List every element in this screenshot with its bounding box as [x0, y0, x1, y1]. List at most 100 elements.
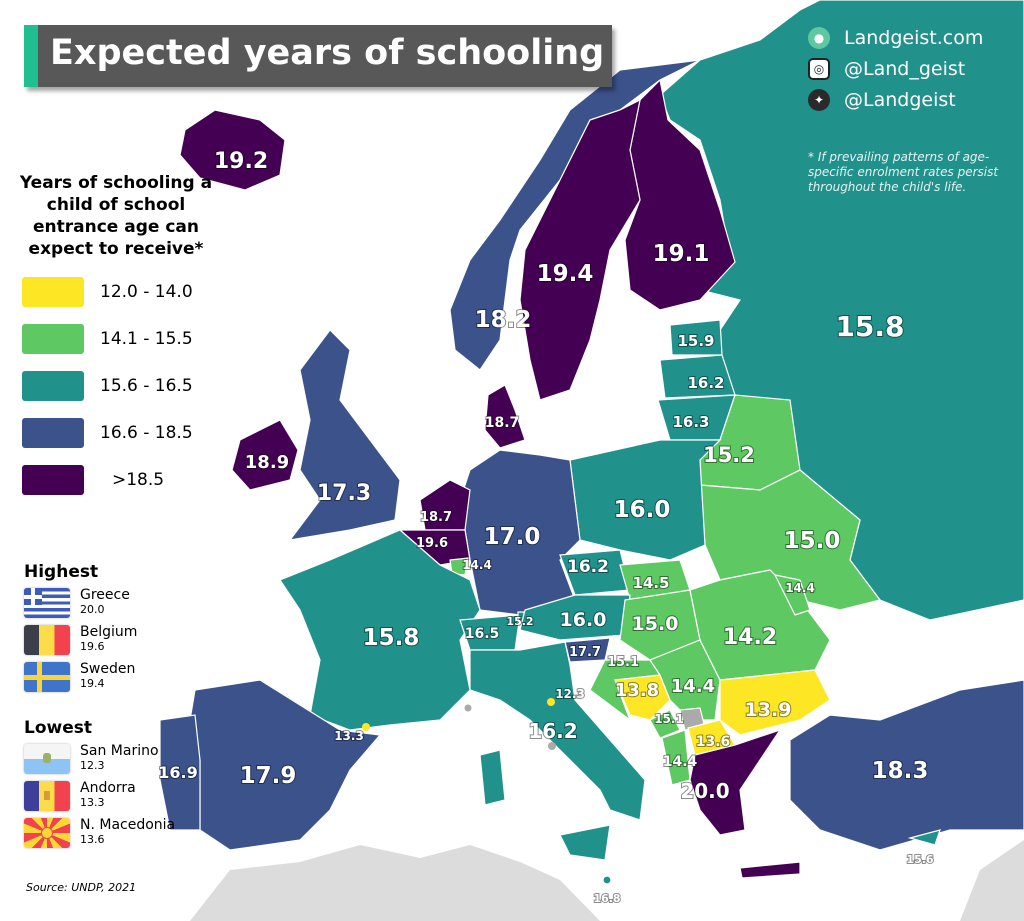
legend-label: 12.0 - 14.0	[100, 281, 193, 302]
value-label-finland: 19.1	[653, 241, 710, 267]
country-denmark[interactable]	[484, 384, 526, 449]
country-malta[interactable]	[602, 875, 612, 885]
island-sardinia	[479, 749, 506, 806]
country-bulgaria[interactable]	[719, 669, 831, 736]
country-sweden[interactable]	[519, 98, 641, 401]
value-label-croatia: 15.1	[607, 655, 639, 670]
island-crete	[739, 861, 801, 879]
value-label-north-macedonia: 13.6	[696, 734, 731, 750]
highest-list: Highest Greece 20.0 Belgium 19.6 Sweden 19.…	[24, 562, 137, 699]
twitter-link[interactable]: ✦ @Landgeist	[808, 84, 983, 115]
country-portugal[interactable]	[159, 714, 201, 831]
country-name: San Marino	[80, 743, 159, 759]
value-label-romania: 14.2	[723, 625, 777, 650]
value-label-czechia: 16.2	[567, 557, 609, 577]
country-greece[interactable]	[689, 728, 782, 836]
country-value: 20.0	[80, 603, 105, 616]
country-poland[interactable]	[569, 439, 722, 561]
value-label-uk: 17.3	[317, 481, 371, 506]
legend-swatch	[22, 417, 84, 448]
country-value: 13.3	[80, 796, 105, 809]
legend-label: 16.6 - 18.5	[100, 422, 193, 443]
country-name: Andorra	[80, 780, 136, 796]
greece-flag	[24, 588, 70, 618]
instagram-link[interactable]: ◎ @Land_geist	[808, 53, 983, 84]
value-label-iceland: 19.2	[214, 149, 268, 174]
country-italy[interactable]	[469, 641, 646, 821]
value-label-belgium: 19.6	[416, 536, 448, 551]
value-label-cyprus: 15.6	[906, 853, 933, 866]
value-label-belarus: 15.2	[703, 443, 755, 467]
value-label-norway: 18.2	[475, 307, 532, 333]
website-link[interactable]: ● Landgeist.com	[808, 22, 983, 53]
country-turkey[interactable]	[789, 679, 1024, 851]
value-label-lithuania: 16.3	[672, 413, 709, 431]
country-value: 12.3	[80, 759, 105, 772]
country-netherlands[interactable]	[419, 479, 471, 531]
country-luxembourg[interactable]	[449, 557, 469, 576]
value-label-hungary: 15.0	[632, 613, 679, 635]
value-label-serbia: 14.4	[671, 676, 715, 697]
value-label-poland: 16.0	[614, 497, 671, 523]
country-uk[interactable]	[288, 329, 401, 541]
value-label-malta: 16.8	[593, 892, 620, 905]
title-accent	[24, 25, 38, 87]
value-label-luxembourg: 14.4	[462, 558, 492, 572]
value-label-san-marino: 12.3	[555, 687, 585, 701]
value-label-portugal: 16.9	[158, 763, 197, 782]
country-cyprus[interactable]	[907, 829, 941, 846]
legend-label: >18.5	[112, 469, 165, 490]
middle-east-land	[960, 840, 1024, 921]
value-label-ireland: 18.9	[245, 452, 289, 473]
lowest-heading: Lowest	[24, 718, 92, 738]
country-san-marino[interactable]	[547, 698, 555, 706]
value-label-turkey: 18.3	[872, 758, 929, 784]
legend-label: 14.1 - 15.5	[100, 328, 193, 349]
country-moldova[interactable]	[773, 574, 811, 616]
value-label-latvia: 16.2	[687, 374, 724, 392]
country-name: Sweden	[80, 661, 136, 677]
highest-item: Sweden 19.4	[24, 662, 137, 699]
value-label-russia: 15.8	[835, 310, 904, 343]
value-label-slovakia: 14.5	[632, 574, 669, 592]
country-iceland[interactable]	[179, 109, 286, 191]
value-label-montenegro: 15.1	[654, 712, 684, 726]
country-name: Belgium	[80, 624, 138, 640]
value-label-bosnia: 13.8	[615, 680, 659, 701]
legend-swatch	[22, 370, 84, 401]
lowest-item: N. Macedonia 13.6	[24, 818, 175, 855]
country-vatican	[548, 742, 556, 750]
legend-item: 14.1 - 15.5	[16, 315, 216, 362]
san-marino-flag	[24, 744, 70, 774]
twitter-text: @Landgeist	[844, 88, 956, 111]
value-label-albania: 14.4	[663, 754, 698, 770]
country-andorra[interactable]	[362, 723, 370, 731]
globe-icon: ●	[808, 26, 830, 49]
legend-swatch	[22, 323, 84, 354]
lowest-item: Andorra 13.3	[24, 781, 175, 818]
country-bosnia[interactable]	[614, 674, 671, 721]
andorra-flag	[24, 781, 70, 811]
country-france[interactable]	[279, 529, 481, 731]
social-links: ● Landgeist.com ◎ @Land_geist ✦ @Landgeist	[808, 22, 983, 115]
highest-item: Greece 20.0	[24, 588, 137, 625]
value-label-switzerland: 16.5	[465, 626, 500, 642]
instagram-icon: ◎	[808, 57, 830, 80]
instagram-text: @Land_geist	[844, 57, 966, 80]
island-sicily	[559, 824, 611, 861]
page-title: Expected years of schooling	[50, 33, 605, 73]
country-value: 19.6	[80, 640, 105, 653]
value-label-ukraine: 15.0	[784, 528, 841, 554]
title-banner: Expected years of schooling	[24, 25, 612, 87]
value-label-moldova: 14.4	[785, 581, 815, 595]
country-name: N. Macedonia	[80, 817, 176, 833]
lowest-item: San Marino 12.3	[24, 744, 175, 781]
legend-item: 15.6 - 16.5	[16, 362, 216, 409]
value-label-estonia: 15.9	[677, 332, 714, 350]
country-value: 13.6	[80, 833, 105, 846]
country-name: Greece	[80, 587, 130, 603]
north-africa-land	[190, 845, 600, 921]
country-ireland[interactable]	[231, 419, 299, 491]
legend-swatch	[22, 464, 84, 495]
country-montenegro[interactable]	[649, 709, 681, 739]
